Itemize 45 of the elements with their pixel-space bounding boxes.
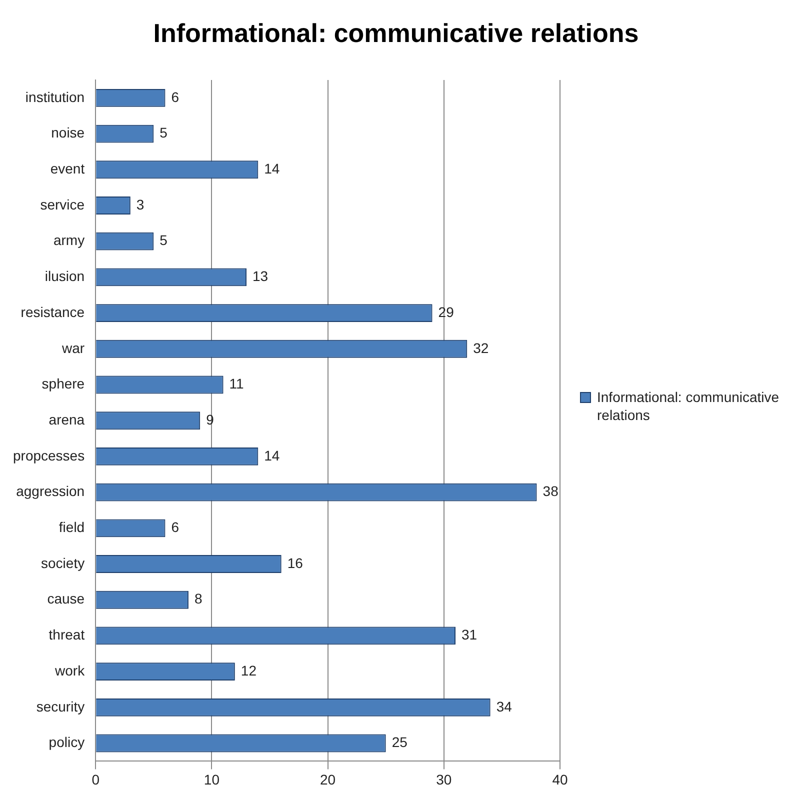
data-label: 16 <box>287 554 304 571</box>
x-tick-label: 30 <box>436 771 452 788</box>
data-label: 13 <box>252 268 268 284</box>
y-tick-label: sphere <box>42 376 85 392</box>
y-tick-label: field <box>58 519 85 536</box>
legend-label: Informational: communicative relations <box>597 388 780 424</box>
x-tick-label: 20 <box>320 771 336 788</box>
data-label: 5 <box>160 124 168 141</box>
y-tick-label: resistance <box>20 304 85 320</box>
x-tick-label: 10 <box>204 771 220 788</box>
y-tick-label: security <box>36 698 85 714</box>
data-label: 6 <box>171 88 180 105</box>
y-tick-label: institution <box>25 88 85 105</box>
y-tick-label: event <box>50 160 85 176</box>
data-label: 29 <box>438 304 454 320</box>
data-label: 14 <box>264 447 280 464</box>
y-tick-label: ilusion <box>44 268 85 284</box>
data-label: 31 <box>462 626 478 643</box>
data-label: 3 <box>136 196 144 212</box>
y-tick-label: threat <box>48 626 85 643</box>
data-label: 8 <box>194 590 202 607</box>
x-tick-label: 40 <box>552 771 568 788</box>
chart-title: Informational: communicative relations <box>152 18 640 49</box>
y-tick-label: aggression <box>16 483 85 500</box>
y-tick-label: army <box>53 232 85 248</box>
data-label: 32 <box>473 340 489 356</box>
data-label: 14 <box>264 160 280 176</box>
y-tick-label: society <box>41 554 85 571</box>
x-tick-label: 0 <box>92 771 100 788</box>
data-label: 38 <box>542 483 559 500</box>
y-tick-label: cause <box>47 590 85 607</box>
y-tick-label: noise <box>51 124 85 141</box>
data-label: 9 <box>206 411 214 428</box>
y-tick-label: arena <box>48 411 85 428</box>
y-tick-label: service <box>40 196 85 212</box>
data-label: 6 <box>171 519 180 536</box>
y-tick-label: work <box>54 662 86 678</box>
data-label: 25 <box>392 734 408 750</box>
data-label: 5 <box>160 232 168 248</box>
y-tick-label: propcesses <box>13 447 85 464</box>
y-tick-label: policy <box>48 734 85 750</box>
data-label: 12 <box>240 662 257 678</box>
data-label: 34 <box>496 698 512 714</box>
data-label: 11 <box>229 376 244 392</box>
y-tick-label: war <box>61 340 85 356</box>
